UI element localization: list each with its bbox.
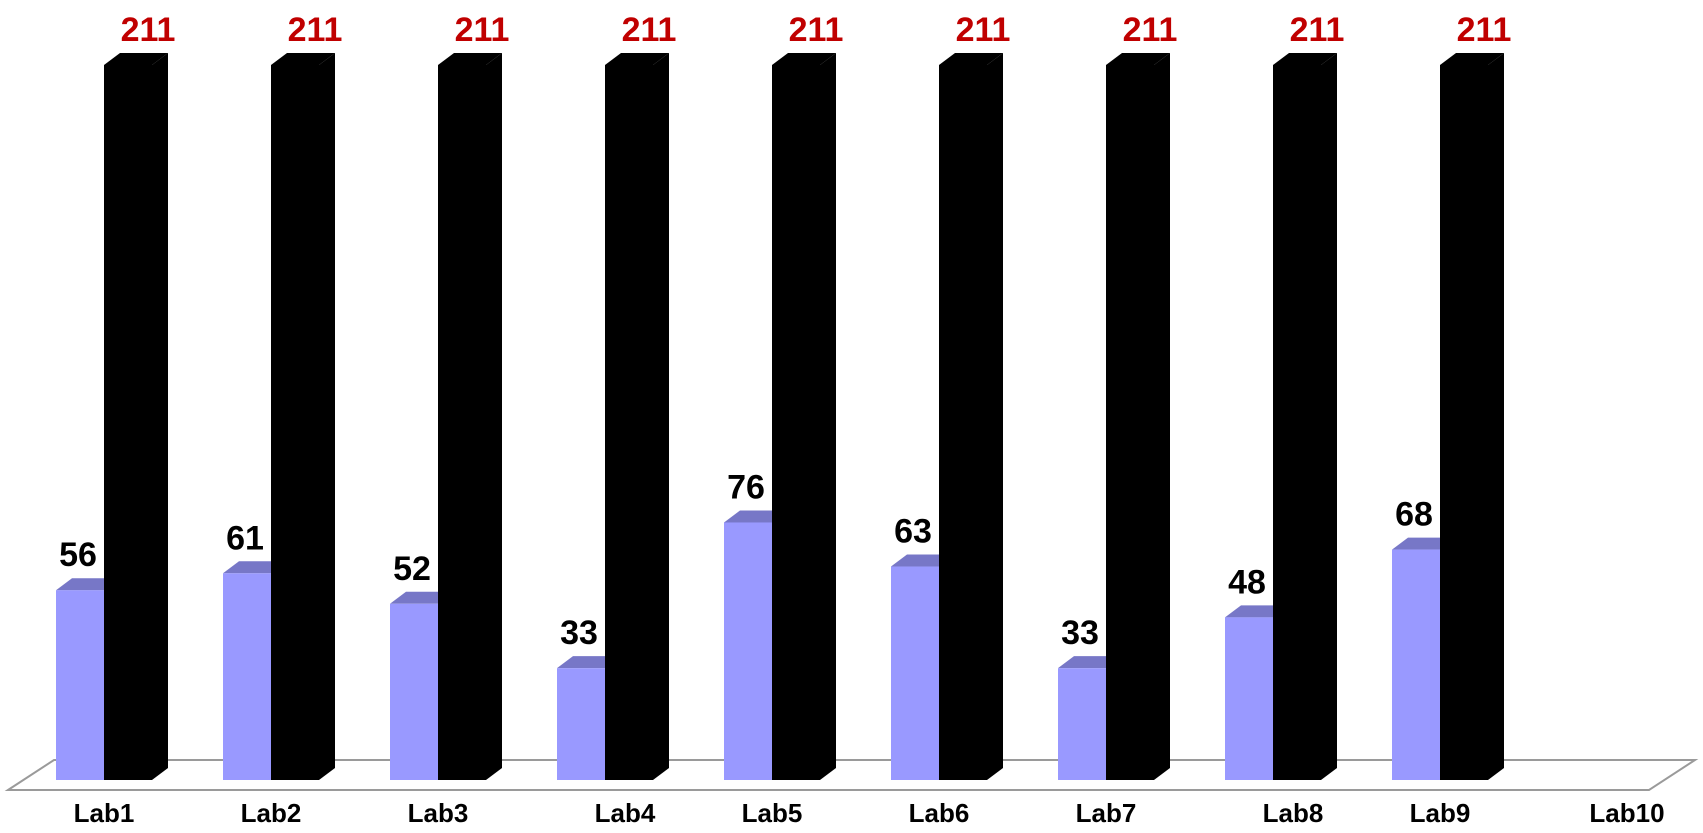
value-label-lab1-series-1: 56 bbox=[59, 536, 97, 574]
bar-top-face bbox=[772, 53, 836, 65]
value-label-lab5-series-1: 76 bbox=[727, 468, 765, 506]
bar-top-face bbox=[939, 53, 1003, 65]
bar-front-face bbox=[271, 65, 319, 780]
category-label-lab5: Lab5 bbox=[742, 798, 803, 828]
value-label-lab3-series-2: 211 bbox=[455, 11, 510, 49]
bar-front-face bbox=[390, 603, 438, 780]
bar-top-face bbox=[104, 53, 168, 65]
value-label-lab9-series-2: 211 bbox=[1457, 11, 1512, 49]
bar-front-face bbox=[772, 65, 820, 780]
bar-top-face bbox=[1273, 53, 1337, 65]
value-labels-group: 56 211 61 211 52 211 33 211 76 211 63 211 33 211 48 211… bbox=[59, 11, 1511, 652]
bar-side-face bbox=[820, 53, 836, 780]
value-label-lab8-series-1: 48 bbox=[1228, 563, 1266, 601]
category-label-lab10: Lab10 bbox=[1589, 798, 1664, 828]
bar-top-face bbox=[1106, 53, 1170, 65]
value-label-lab6-series-1: 63 bbox=[894, 513, 932, 551]
bar-front-face bbox=[438, 65, 486, 780]
chart-floor bbox=[4, 759, 1699, 791]
value-label-lab4-series-1: 33 bbox=[560, 614, 598, 652]
bar-front-face bbox=[1392, 549, 1440, 780]
bar-lab5-series-2 bbox=[772, 53, 836, 780]
bar-front-face bbox=[223, 573, 271, 780]
category-label-lab1: Lab1 bbox=[74, 798, 135, 828]
floor-outline bbox=[4, 759, 1699, 791]
value-label-lab2-series-2: 211 bbox=[288, 11, 343, 49]
category-labels-group: Lab1 Lab2 Lab3 Lab4 Lab5 Lab6 Lab7 Lab8 Lab9 Lab1… bbox=[74, 798, 1665, 828]
bar-lab4-series-2 bbox=[605, 53, 669, 780]
value-label-lab3-series-1: 52 bbox=[393, 550, 431, 588]
value-label-lab2-series-1: 61 bbox=[226, 519, 264, 557]
value-label-lab6-series-2: 211 bbox=[956, 11, 1011, 49]
bar-lab7-series-2 bbox=[1106, 53, 1170, 780]
bars-group bbox=[56, 53, 1504, 780]
value-label-lab5-series-2: 211 bbox=[789, 11, 844, 49]
bar-top-face bbox=[271, 53, 335, 65]
bar-side-face bbox=[1321, 53, 1337, 780]
category-label-lab3: Lab3 bbox=[408, 798, 469, 828]
bar-front-face bbox=[891, 566, 939, 780]
bar-front-face bbox=[1273, 65, 1321, 780]
bar-side-face bbox=[1488, 53, 1504, 780]
bar-lab6-series-2 bbox=[939, 53, 1003, 780]
value-label-lab7-series-1: 33 bbox=[1061, 614, 1099, 652]
bar-lab9-series-2 bbox=[1440, 53, 1504, 780]
value-label-lab7-series-2: 211 bbox=[1123, 11, 1178, 49]
category-label-lab7: Lab7 bbox=[1076, 798, 1137, 828]
category-label-lab4: Lab4 bbox=[595, 798, 656, 828]
bar-lab3-series-2 bbox=[438, 53, 502, 780]
bar-side-face bbox=[152, 53, 168, 780]
bar-side-face bbox=[486, 53, 502, 780]
bar-top-face bbox=[605, 53, 669, 65]
bar-lab1-series-2 bbox=[104, 53, 168, 780]
bar-front-face bbox=[1058, 668, 1106, 780]
bar-front-face bbox=[724, 522, 772, 780]
category-label-lab8: Lab8 bbox=[1263, 798, 1324, 828]
bar-front-face bbox=[605, 65, 653, 780]
bar-front-face bbox=[939, 65, 987, 780]
value-label-lab1-series-2: 211 bbox=[121, 11, 176, 49]
category-label-lab6: Lab6 bbox=[909, 798, 970, 828]
bar-top-face bbox=[1440, 53, 1504, 65]
bar-front-face bbox=[1106, 65, 1154, 780]
bar-side-face bbox=[653, 53, 669, 780]
category-label-lab2: Lab2 bbox=[241, 798, 302, 828]
bar-side-face bbox=[987, 53, 1003, 780]
bar-front-face bbox=[557, 668, 605, 780]
bar-top-face bbox=[438, 53, 502, 65]
bar-front-face bbox=[1225, 617, 1273, 780]
bar-lab8-series-2 bbox=[1273, 53, 1337, 780]
category-label-lab9: Lab9 bbox=[1410, 798, 1471, 828]
value-label-lab4-series-2: 211 bbox=[622, 11, 677, 49]
bar-front-face bbox=[104, 65, 152, 780]
bar-lab2-series-2 bbox=[271, 53, 335, 780]
value-label-lab8-series-2: 211 bbox=[1290, 11, 1345, 49]
bar-side-face bbox=[1154, 53, 1170, 780]
value-label-lab9-series-1: 68 bbox=[1395, 496, 1433, 534]
bar-front-face bbox=[1440, 65, 1488, 780]
bar-side-face bbox=[319, 53, 335, 780]
bar-front-face bbox=[56, 590, 104, 780]
